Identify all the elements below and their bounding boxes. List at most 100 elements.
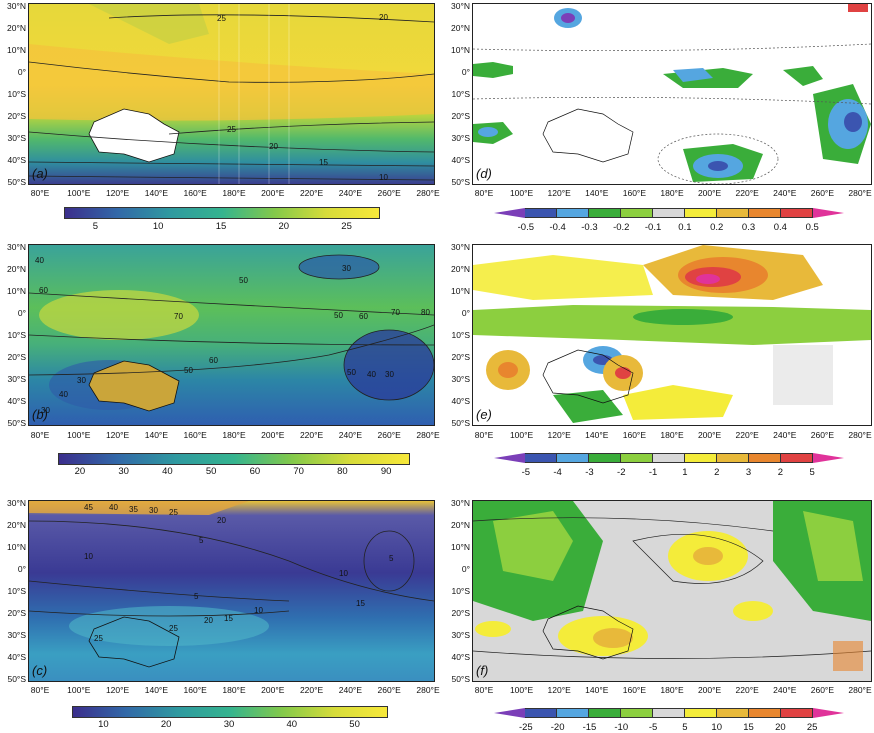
colorbar-tick-label: 10 bbox=[711, 722, 722, 733]
contour-label: 5 bbox=[194, 592, 199, 601]
colorbar-tick-label: -5 bbox=[521, 467, 531, 478]
colorbar-segment bbox=[685, 208, 717, 218]
lon-tick-label: 180°E bbox=[660, 685, 684, 695]
colorbar-segment bbox=[749, 208, 781, 218]
lon-tick-label: 240°E bbox=[338, 430, 363, 440]
lon-tick-label: 200°E bbox=[697, 430, 722, 440]
contour-label: 35 bbox=[129, 505, 138, 514]
colorbar-tick-label: 0.4 bbox=[773, 222, 787, 233]
map-panel-f: (f) bbox=[472, 500, 872, 682]
lon-tick-label: 280°E bbox=[848, 430, 872, 440]
lat-tick-label: 50°S bbox=[451, 674, 470, 684]
contour-label: 20 bbox=[269, 142, 278, 151]
lat-tick-label: 40°S bbox=[7, 652, 26, 662]
lat-tick-label: 20°S bbox=[451, 608, 470, 618]
lon-tick-label: 260°E bbox=[810, 430, 835, 440]
contour-label: 10 bbox=[84, 552, 93, 561]
lon-tick-label: 160°E bbox=[622, 430, 647, 440]
lat-tick-label: 10°N bbox=[7, 286, 26, 296]
lon-tick-label: 80°E bbox=[474, 430, 494, 440]
lat-tick-label: 20°S bbox=[451, 352, 470, 362]
colorbar-segment bbox=[494, 208, 525, 218]
lat-tick-label: 40°S bbox=[7, 396, 26, 406]
colorbar-tick-label: -1 bbox=[648, 467, 658, 478]
lon-tick-label: 240°E bbox=[773, 685, 797, 695]
colorbar-tick-label: 25 bbox=[341, 221, 352, 232]
lon-tick-label: 220°E bbox=[299, 188, 324, 198]
colorbar-f bbox=[494, 708, 844, 718]
lat-tick-label: 10°N bbox=[7, 45, 26, 55]
lon-tick-label: 120°E bbox=[105, 430, 130, 440]
lon-tick-label: 140°E bbox=[585, 188, 609, 198]
lat-tick-label: 30°S bbox=[451, 630, 470, 640]
lon-tick-label: 160°E bbox=[622, 685, 647, 695]
contour-label: 50 bbox=[347, 368, 356, 377]
lon-tick-label: 240°E bbox=[338, 685, 363, 695]
colorbar-segment bbox=[621, 208, 653, 218]
colorbar-tick-label: -5 bbox=[648, 722, 658, 733]
lat-tick-label: 0° bbox=[17, 308, 26, 318]
panel-label: (b) bbox=[32, 407, 48, 422]
map-f-canvas bbox=[473, 501, 871, 681]
colorbar-tick-label: -20 bbox=[550, 722, 565, 733]
colorbar-a bbox=[64, 207, 380, 219]
lat-tick-label: 30°N bbox=[451, 498, 470, 508]
panel-label: (f) bbox=[476, 663, 489, 678]
contour-label: 40 bbox=[59, 390, 68, 399]
colorbar-segment bbox=[494, 708, 525, 718]
lat-tick-label: 50°S bbox=[7, 177, 26, 187]
lon-tick-label: 200°E bbox=[261, 430, 285, 440]
lat-tick-label: 30°S bbox=[7, 133, 26, 143]
lon-tick-label: 220°E bbox=[735, 188, 759, 198]
lat-tick-label: 20°N bbox=[7, 23, 26, 33]
colorbar-tick-label: -0.3 bbox=[581, 222, 598, 233]
lon-tick-label: 100°E bbox=[509, 430, 534, 440]
colorbar-segment bbox=[621, 453, 653, 463]
map-panel-d: (d) bbox=[472, 3, 872, 185]
colorbar-tick-label: -0.2 bbox=[613, 222, 630, 233]
map-a-canvas: 25 20 25 20 15 10 bbox=[29, 4, 434, 184]
lat-tick-label: 50°S bbox=[451, 177, 470, 187]
lat-tick-label: 20°N bbox=[451, 23, 470, 33]
lon-tick-label: 180°E bbox=[222, 430, 246, 440]
lat-tick-label: 20°N bbox=[7, 520, 26, 530]
lat-tick-label: 20°S bbox=[7, 111, 26, 121]
map-d-canvas bbox=[473, 4, 871, 184]
lat-tick-label: 0° bbox=[461, 67, 470, 77]
lon-tick-label: 80°E bbox=[474, 685, 494, 695]
lon-tick-label: 280°E bbox=[416, 430, 440, 440]
colorbar-segment bbox=[781, 208, 813, 218]
lat-tick-label: 10°S bbox=[7, 330, 26, 340]
lat-tick-label: 10°N bbox=[7, 542, 26, 552]
lat-tick-label: 30°N bbox=[7, 498, 26, 508]
lon-tick-label: 120°E bbox=[105, 685, 130, 695]
contour-label: 25 bbox=[217, 14, 226, 23]
lon-tick-label: 140°E bbox=[585, 430, 609, 440]
lon-tick-label: 220°E bbox=[735, 685, 759, 695]
contour-label: 40 bbox=[367, 370, 376, 379]
colorbar-tick-label: 50 bbox=[205, 466, 217, 477]
colorbar-tick-label: 20 bbox=[160, 719, 172, 730]
map-panel-b: 40 30 60 50 50 70 60 70 80 60 50 30 40 5… bbox=[28, 244, 435, 426]
contour-label: 15 bbox=[224, 614, 233, 623]
colorbar-tick-label: 15 bbox=[743, 722, 754, 733]
colorbar-tick-label: 5 bbox=[92, 221, 99, 232]
contour-label: 60 bbox=[359, 312, 368, 321]
map-panel-c: 45 40 35 30 25 20 5 10 5 10 15 20 25 25 … bbox=[28, 500, 435, 682]
lon-tick-label: 80°E bbox=[30, 685, 50, 695]
lon-tick-label: 140°E bbox=[144, 430, 169, 440]
panel-label: (c) bbox=[32, 663, 48, 678]
colorbar-tick-label: 25 bbox=[806, 722, 818, 733]
contour-label: 50 bbox=[239, 276, 248, 285]
colorbar-tick-label: 0.3 bbox=[741, 222, 756, 233]
lat-tick-label: 0° bbox=[461, 308, 470, 318]
contour-label: 30 bbox=[385, 370, 394, 379]
lon-tick-label: 140°E bbox=[585, 685, 609, 695]
colorbar-tick-label: 2 bbox=[714, 467, 720, 478]
colorbar-segment bbox=[781, 708, 813, 718]
lon-tick-label: 260°E bbox=[810, 188, 835, 198]
lat-tick-label: 30°N bbox=[451, 1, 470, 11]
colorbar-segment bbox=[653, 208, 685, 218]
contour-label: 45 bbox=[84, 503, 93, 512]
lon-tick-label: 180°E bbox=[222, 188, 246, 198]
